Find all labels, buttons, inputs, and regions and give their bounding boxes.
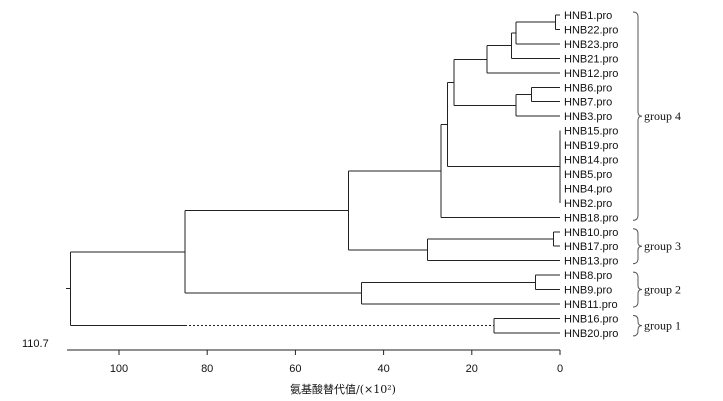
leaf-label: HNB6.pro [564, 82, 612, 94]
leaf-label: HNB7.pro [564, 97, 612, 109]
leaf-label: HNB12.pro [564, 68, 618, 80]
axis-tick-label: 80 [201, 363, 213, 375]
group-bracket [632, 228, 643, 265]
leaf-label: HNB5.pro [564, 169, 612, 181]
group-bracket [632, 11, 643, 221]
leaf-label: HNB14.pro [564, 155, 618, 167]
leaf-label: HNB20.pro [564, 328, 618, 340]
leaf-label: HNB9.pro [564, 285, 612, 297]
leaf-label: HNB13.pro [564, 256, 618, 268]
leaf-label: HNB22.pro [564, 24, 618, 36]
leaf-label: HNB21.pro [564, 53, 618, 65]
group-label: group 1 [644, 319, 681, 333]
leaf-label: HNB8.pro [564, 270, 612, 282]
axis-tick-label: 60 [289, 363, 301, 375]
leaf-label: HNB10.pro [564, 227, 618, 239]
leaf-label: HNB19.pro [564, 140, 618, 152]
leaf-labels: HNB1.pro HNB22.pro HNB23.pro HNB21.pro HNB12… [564, 10, 618, 340]
axis-title: 氨基酸替代值/(×10²) [290, 382, 396, 396]
dendrogram-tree [66, 14, 561, 334]
leaf-label: HNB15.pro [564, 126, 618, 138]
axis-tick-label: 100 [110, 363, 128, 375]
group-bracket [632, 271, 643, 308]
group-label: group 2 [644, 283, 681, 297]
axis-tick-label: 40 [377, 363, 389, 375]
distance-axis: 110.7 氨基酸替代值/(×10²) 100 80 60 40 20 0 [22, 338, 563, 396]
group-bracket [632, 314, 643, 337]
root-distance-label: 110.7 [22, 338, 49, 350]
leaf-label: HNB23.pro [564, 39, 618, 51]
leaf-label: HNB17.pro [564, 241, 618, 253]
leaf-label: HNB4.pro [564, 183, 612, 195]
leaf-label: HNB1.pro [564, 10, 612, 22]
group-label: group 4 [644, 109, 681, 123]
axis-tick-label: 20 [466, 363, 478, 375]
leaf-label: HNB11.pro [564, 299, 618, 311]
axis-tick-label: 0 [557, 363, 563, 375]
group-brackets: group 4 group 3 group 2 group 1 [632, 11, 681, 337]
leaf-label: HNB16.pro [564, 313, 618, 325]
leaf-label: HNB3.pro [564, 111, 612, 123]
group-label: group 3 [644, 239, 681, 253]
leaf-label: HNB2.pro [564, 198, 612, 210]
leaf-label: HNB18.pro [564, 212, 618, 224]
